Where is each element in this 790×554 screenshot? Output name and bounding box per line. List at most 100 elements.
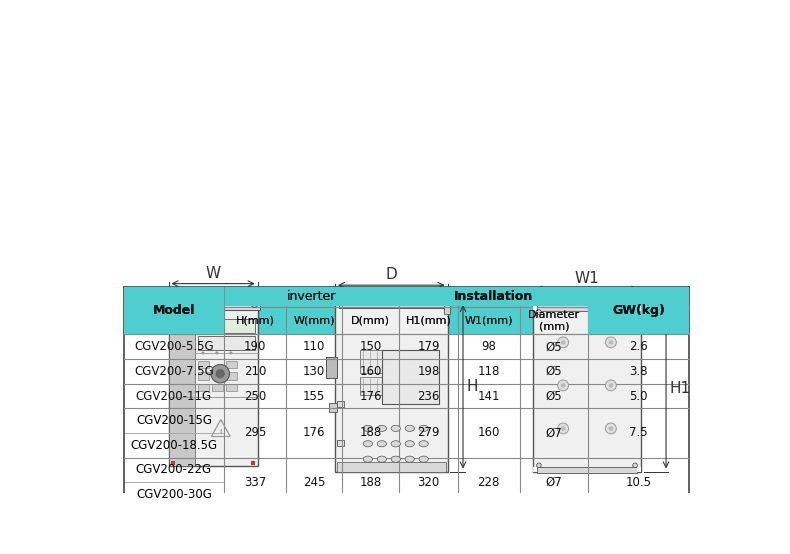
Text: H(mm): H(mm) xyxy=(235,316,274,326)
Bar xyxy=(589,287,689,334)
Bar xyxy=(536,467,638,473)
Bar xyxy=(444,300,450,314)
Circle shape xyxy=(221,314,225,318)
Ellipse shape xyxy=(419,425,428,432)
Circle shape xyxy=(633,310,638,315)
Ellipse shape xyxy=(377,425,386,432)
Text: 337: 337 xyxy=(244,476,266,489)
Bar xyxy=(198,336,254,350)
Ellipse shape xyxy=(419,440,428,447)
Text: W(mm): W(mm) xyxy=(293,316,335,326)
Circle shape xyxy=(605,380,616,391)
Text: D(mm): D(mm) xyxy=(351,316,390,326)
Ellipse shape xyxy=(363,456,373,462)
Circle shape xyxy=(605,337,616,348)
Text: Model: Model xyxy=(152,304,195,317)
Text: CGV200-22G: CGV200-22G xyxy=(136,464,212,476)
Ellipse shape xyxy=(391,425,401,432)
Bar xyxy=(166,299,260,310)
Bar xyxy=(226,384,237,392)
Circle shape xyxy=(212,314,216,318)
Text: H1(mm): H1(mm) xyxy=(405,316,451,326)
Ellipse shape xyxy=(405,440,415,447)
Bar xyxy=(337,401,344,407)
Circle shape xyxy=(216,351,219,355)
Text: CGV200-5.5G: CGV200-5.5G xyxy=(134,340,214,353)
Text: 190: 190 xyxy=(244,340,266,353)
Bar xyxy=(637,467,641,471)
Text: 5.0: 5.0 xyxy=(630,389,648,403)
Text: Ø: Ø xyxy=(648,291,660,306)
Bar xyxy=(124,287,224,334)
Text: 320: 320 xyxy=(417,476,439,489)
Bar xyxy=(329,403,337,412)
Circle shape xyxy=(605,423,616,434)
Text: 188: 188 xyxy=(359,427,382,439)
Bar xyxy=(337,440,344,446)
Circle shape xyxy=(561,426,566,431)
Circle shape xyxy=(229,351,232,355)
Bar xyxy=(325,357,337,378)
Bar xyxy=(213,384,223,392)
Text: 110: 110 xyxy=(303,340,325,353)
Text: H(mm): H(mm) xyxy=(235,316,274,326)
Text: Installation: Installation xyxy=(454,290,533,303)
Text: inverter: inverter xyxy=(287,290,337,303)
Text: 7.5: 7.5 xyxy=(630,427,648,439)
Text: H: H xyxy=(467,379,479,394)
Text: 2.6: 2.6 xyxy=(630,340,648,353)
Text: 236: 236 xyxy=(417,389,440,403)
Text: 210: 210 xyxy=(244,365,266,378)
Bar xyxy=(198,319,254,333)
Text: CGV200-15G: CGV200-15G xyxy=(136,414,212,427)
Text: 228: 228 xyxy=(477,476,500,489)
Text: Ø5: Ø5 xyxy=(545,340,562,353)
Bar xyxy=(123,287,690,307)
Bar xyxy=(226,361,237,368)
Circle shape xyxy=(202,314,206,318)
Text: Ø5: Ø5 xyxy=(545,365,562,378)
Bar xyxy=(198,372,209,380)
Text: W(mm): W(mm) xyxy=(293,316,335,326)
Bar xyxy=(532,467,537,471)
Text: 130: 130 xyxy=(303,365,325,378)
Bar xyxy=(532,306,537,311)
Circle shape xyxy=(608,383,613,388)
Ellipse shape xyxy=(405,425,415,432)
Text: 10.5: 10.5 xyxy=(626,476,652,489)
Bar xyxy=(123,359,690,384)
Bar xyxy=(251,461,255,465)
Text: CGV200-7.5G: CGV200-7.5G xyxy=(134,365,214,378)
Bar xyxy=(532,306,641,471)
Bar xyxy=(123,408,690,458)
Ellipse shape xyxy=(405,456,415,462)
Bar xyxy=(168,301,258,466)
Bar xyxy=(123,335,690,359)
Text: 176: 176 xyxy=(303,427,325,439)
Text: Diameter
(mm): Diameter (mm) xyxy=(528,310,580,331)
Bar xyxy=(339,301,444,308)
Text: CGV200-11G: CGV200-11G xyxy=(136,389,212,403)
Circle shape xyxy=(558,380,569,391)
Text: Ø7: Ø7 xyxy=(545,427,562,439)
Circle shape xyxy=(201,351,205,355)
Text: 245: 245 xyxy=(303,476,325,489)
Text: Diameter
(mm): Diameter (mm) xyxy=(528,310,580,331)
Ellipse shape xyxy=(363,440,373,447)
Text: 3.8: 3.8 xyxy=(630,365,648,378)
Bar xyxy=(224,287,399,306)
Circle shape xyxy=(558,337,569,348)
Circle shape xyxy=(211,365,229,383)
Ellipse shape xyxy=(377,440,386,447)
Text: Model: Model xyxy=(152,304,195,317)
Text: inverter: inverter xyxy=(287,290,337,303)
Circle shape xyxy=(608,340,613,345)
Text: W: W xyxy=(205,265,220,280)
Bar xyxy=(226,372,237,380)
Text: 160: 160 xyxy=(359,365,382,378)
Circle shape xyxy=(168,301,175,307)
Circle shape xyxy=(561,383,566,388)
Text: GW(kg): GW(kg) xyxy=(612,304,665,317)
Bar xyxy=(360,377,403,395)
Bar xyxy=(536,304,638,311)
